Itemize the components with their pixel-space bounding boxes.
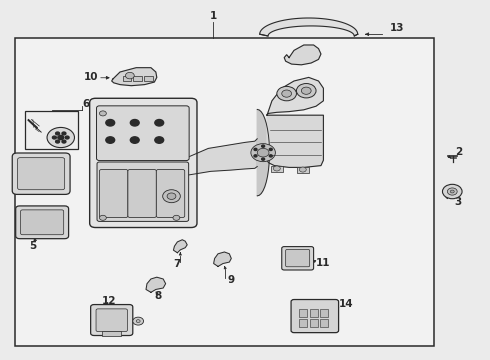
Polygon shape (173, 240, 187, 253)
Text: 8: 8 (154, 291, 161, 301)
Circle shape (270, 155, 272, 157)
Circle shape (130, 137, 139, 143)
FancyBboxPatch shape (12, 153, 70, 194)
Circle shape (447, 188, 457, 195)
FancyBboxPatch shape (291, 300, 339, 333)
Bar (320, 319, 328, 327)
Circle shape (254, 148, 257, 150)
Text: 11: 11 (316, 258, 331, 268)
Circle shape (163, 190, 180, 203)
Bar (310, 319, 318, 327)
Bar (310, 309, 318, 317)
FancyBboxPatch shape (18, 158, 65, 190)
Bar (297, 167, 309, 173)
Circle shape (56, 132, 60, 135)
Bar (102, 331, 121, 336)
Circle shape (52, 136, 56, 139)
Text: 5: 5 (29, 240, 37, 251)
Circle shape (155, 137, 164, 143)
Text: 13: 13 (390, 23, 404, 33)
Polygon shape (260, 18, 358, 36)
Polygon shape (112, 68, 157, 86)
Circle shape (251, 144, 275, 162)
Text: 6: 6 (82, 99, 90, 109)
Polygon shape (189, 139, 257, 175)
Circle shape (136, 320, 140, 323)
FancyBboxPatch shape (96, 309, 127, 332)
Circle shape (99, 111, 106, 116)
Bar (144, 76, 153, 81)
Circle shape (58, 135, 64, 140)
Polygon shape (146, 277, 166, 292)
Circle shape (257, 148, 269, 157)
FancyBboxPatch shape (91, 305, 133, 336)
Circle shape (262, 158, 265, 160)
Text: 14: 14 (339, 299, 354, 309)
Polygon shape (284, 45, 321, 65)
Polygon shape (267, 115, 323, 167)
Circle shape (442, 184, 462, 199)
FancyBboxPatch shape (97, 106, 189, 161)
Bar (133, 76, 142, 81)
Text: 7: 7 (173, 258, 181, 269)
Circle shape (277, 86, 296, 101)
Circle shape (273, 166, 280, 171)
Bar (299, 319, 307, 327)
Circle shape (270, 148, 272, 150)
Bar (320, 309, 328, 317)
FancyBboxPatch shape (128, 170, 156, 217)
Circle shape (106, 137, 115, 143)
Text: 9: 9 (228, 275, 235, 285)
Bar (122, 76, 131, 81)
Polygon shape (267, 77, 323, 115)
Circle shape (133, 317, 144, 325)
Circle shape (55, 140, 60, 143)
Circle shape (62, 140, 66, 143)
Text: 3: 3 (455, 197, 462, 207)
Bar (25, 111, 78, 149)
Circle shape (130, 120, 139, 126)
Polygon shape (257, 109, 270, 196)
FancyBboxPatch shape (156, 170, 185, 217)
Circle shape (282, 90, 292, 97)
FancyBboxPatch shape (99, 170, 128, 217)
FancyBboxPatch shape (282, 247, 314, 270)
FancyBboxPatch shape (90, 98, 197, 228)
Circle shape (262, 145, 265, 147)
Bar (299, 309, 307, 317)
Circle shape (450, 190, 454, 193)
Text: 2: 2 (455, 147, 462, 157)
Text: 1: 1 (210, 11, 217, 21)
Circle shape (99, 215, 106, 220)
Bar (15, 38, 434, 346)
Circle shape (173, 215, 180, 220)
Text: 4: 4 (17, 176, 24, 186)
Text: 12: 12 (102, 296, 117, 306)
Circle shape (301, 87, 311, 94)
Circle shape (299, 167, 306, 172)
FancyBboxPatch shape (21, 210, 64, 235)
FancyBboxPatch shape (16, 206, 69, 239)
Bar (271, 166, 283, 172)
Circle shape (65, 136, 69, 139)
Polygon shape (214, 252, 231, 266)
Circle shape (106, 120, 115, 126)
Circle shape (167, 193, 176, 199)
Circle shape (62, 132, 66, 135)
Circle shape (296, 84, 316, 98)
Circle shape (47, 127, 74, 148)
Text: 10: 10 (84, 72, 99, 82)
FancyBboxPatch shape (286, 249, 310, 267)
Circle shape (155, 120, 164, 126)
Circle shape (125, 72, 134, 79)
FancyBboxPatch shape (97, 162, 189, 221)
Circle shape (254, 155, 257, 157)
